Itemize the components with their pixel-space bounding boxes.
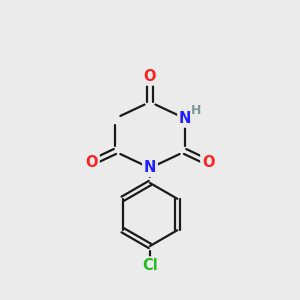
Text: O: O [202, 155, 214, 170]
Text: O: O [85, 155, 98, 170]
Text: O: O [144, 69, 156, 84]
Text: Cl: Cl [142, 258, 158, 273]
Text: H: H [191, 103, 202, 117]
Text: N: N [179, 111, 191, 126]
Text: N: N [144, 160, 156, 175]
